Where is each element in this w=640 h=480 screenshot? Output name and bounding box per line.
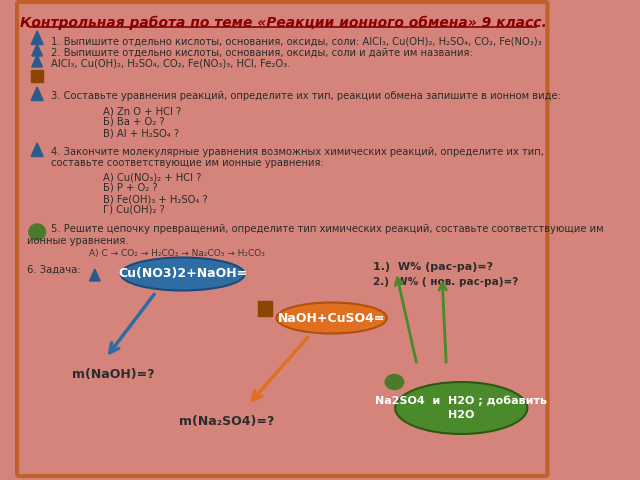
Bar <box>257 300 272 315</box>
Text: 5. Решите цепочку превращений, определите тип химических реакций, составьте соот: 5. Решите цепочку превращений, определит… <box>51 224 603 234</box>
Text: Контрольная работа по теме «Реакции ионного обмена» 9 класс.: Контрольная работа по теме «Реакции ионн… <box>20 16 547 30</box>
Text: В) Fe(OH)₃ + H₂SO₄ ?: В) Fe(OH)₃ + H₂SO₄ ? <box>103 194 208 204</box>
Text: Cu(NO3)2+NaOH=: Cu(NO3)2+NaOH= <box>118 267 247 280</box>
Ellipse shape <box>121 257 244 290</box>
Text: ионные уравнения.: ионные уравнения. <box>27 236 129 246</box>
Text: 2. Выпишите отдельно кислоты, основания, оксиды, соли и дайте им названия:: 2. Выпишите отдельно кислоты, основания,… <box>51 48 472 58</box>
Polygon shape <box>31 87 43 100</box>
Polygon shape <box>31 31 43 45</box>
Polygon shape <box>90 269 100 281</box>
Text: 2.)  W% ( нов. рас-ра)=?: 2.) W% ( нов. рас-ра)=? <box>374 277 518 287</box>
Text: 1. Выпишите отдельно кислоты, основания, оксиды, соли: AlCl₃, Cu(OH)₂, H₂SO₄, CO: 1. Выпишите отдельно кислоты, основания,… <box>51 36 541 46</box>
Text: 3. Составьте уравнения реакций, определите их тип, реакции обмена запишите в ион: 3. Составьте уравнения реакций, определи… <box>51 91 561 101</box>
Text: А) Zn O + HCl ?: А) Zn O + HCl ? <box>103 106 182 116</box>
Text: Na2SO4  и  H2O ; добавить
H2O: Na2SO4 и H2O ; добавить H2O <box>375 396 547 420</box>
Text: 6. Задача:: 6. Задача: <box>27 265 81 275</box>
Polygon shape <box>32 44 42 56</box>
Ellipse shape <box>385 374 404 389</box>
Bar <box>31 70 43 82</box>
Text: Г) Cu(OH)₂ ?: Г) Cu(OH)₂ ? <box>103 205 165 215</box>
Text: В) Al + H₂SO₄ ?: В) Al + H₂SO₄ ? <box>103 128 179 138</box>
Polygon shape <box>31 143 43 156</box>
Text: Б) P + O₂ ?: Б) P + O₂ ? <box>103 183 158 193</box>
Text: NaOH+CuSO4=: NaOH+CuSO4= <box>278 312 385 324</box>
Polygon shape <box>32 55 42 67</box>
Text: m(NaOH)=?: m(NaOH)=? <box>72 368 155 381</box>
Ellipse shape <box>396 382 527 434</box>
Text: А) C → CO₂ → H₂CO₃ → Na₂CO₃ → H₂CO₃: А) C → CO₂ → H₂CO₃ → Na₂CO₃ → H₂CO₃ <box>89 249 265 258</box>
Ellipse shape <box>276 302 387 334</box>
Text: m(Na₂SO4)=?: m(Na₂SO4)=? <box>179 415 274 428</box>
Text: AlCl₃, Cu(OH)₂, H₂SO₄, CO₂, Fe(NO₃)₃, HCl, Fe₂O₃.: AlCl₃, Cu(OH)₂, H₂SO₄, CO₂, Fe(NO₃)₃, HC… <box>51 59 290 69</box>
Text: А) Cu(NO₃)₂ + HCl ?: А) Cu(NO₃)₂ + HCl ? <box>103 172 202 182</box>
Text: 4. Закончите молекулярные уравнения возможных химических реакций, определите их : 4. Закончите молекулярные уравнения возм… <box>51 147 543 157</box>
FancyBboxPatch shape <box>17 2 547 476</box>
Text: 1.)  W% (рас-ра)=?: 1.) W% (рас-ра)=? <box>374 262 493 272</box>
Ellipse shape <box>29 224 45 240</box>
Text: Б) Ba + O₂ ?: Б) Ba + O₂ ? <box>103 117 165 127</box>
Text: составьте соответствующие им ионные уравнения:: составьте соответствующие им ионные урав… <box>51 158 323 168</box>
